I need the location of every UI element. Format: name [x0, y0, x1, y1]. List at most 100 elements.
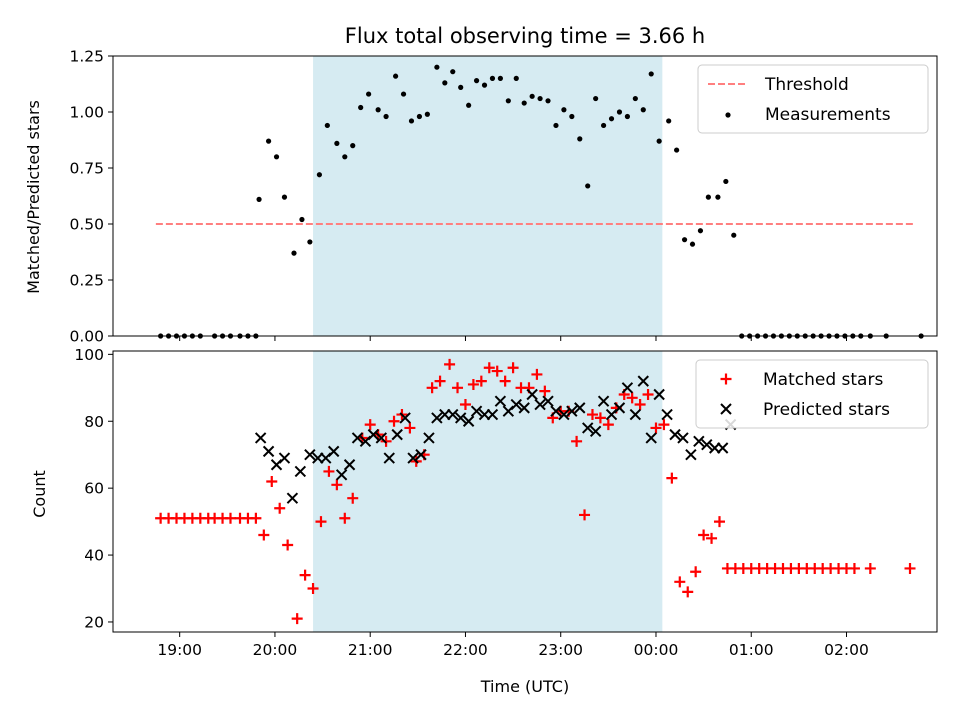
x-axis-label: Time (UTC) [480, 677, 569, 696]
matched-star-point [444, 358, 456, 370]
predicted-star-point [343, 459, 356, 471]
legend-threshold-label: Threshold [764, 75, 849, 95]
x-tick-label: 23:00 [538, 641, 583, 659]
chart-title: Flux total observing time = 3.66 h [345, 24, 705, 48]
predicted-star-point [645, 432, 657, 444]
matched-star-point [698, 529, 710, 541]
matched-star-point [690, 566, 702, 578]
top-legend-box [697, 64, 929, 134]
measurement-point [585, 183, 591, 189]
predicted-star-point [462, 415, 475, 427]
matched-star-point [339, 512, 351, 524]
measurement-point [366, 91, 372, 97]
measurement-point [281, 194, 288, 200]
measurement-point [648, 71, 654, 77]
matched-star-point [364, 419, 376, 431]
predicted-star-point [327, 445, 340, 458]
measurement-point [273, 154, 280, 160]
matched-star-point [224, 512, 236, 524]
matched-star-point [266, 475, 278, 487]
measurement-point [545, 98, 551, 104]
measurement-point [307, 239, 313, 245]
matched-star-point [650, 422, 662, 434]
matched-star-point [282, 539, 294, 551]
measurement-point [265, 138, 272, 144]
matched-star-point [682, 586, 694, 598]
x-tick-label: 19:00 [157, 641, 202, 659]
predicted-star-point [391, 428, 403, 441]
predicted-star-point [407, 452, 419, 464]
predicted-star-point [399, 412, 411, 424]
bottom-legend: Matched stars Predicted stars [695, 359, 929, 429]
matched-star-point [642, 388, 654, 400]
x-tick-label: 20:00 [253, 641, 298, 659]
matched-star-point [434, 375, 446, 387]
measurement-point [358, 104, 364, 111]
matched-star-point [475, 375, 487, 387]
top-legend: Threshold Measurements [697, 64, 929, 134]
legend-predicted-label: Predicted stars [763, 400, 890, 420]
legend-matched-label: Matched stars [763, 370, 883, 390]
legend-measurements-swatch [725, 112, 731, 118]
bottom-y-tick-label: 40 [84, 547, 104, 565]
measurement-point [577, 136, 583, 142]
top-panel: 0.00 0.25 0.50 0.75 1.00 1.25 Threshold Measure… [69, 48, 938, 346]
predicted-star-point [304, 448, 316, 461]
measurement-point [640, 107, 646, 113]
x-tick-label: 00:00 [634, 641, 679, 659]
measurement-point [481, 82, 488, 88]
bottom-axes-frame [112, 350, 938, 633]
matched-star-point [586, 409, 598, 421]
matched-star-point [491, 365, 503, 377]
measurement-point [299, 216, 305, 223]
matched-star-point [467, 378, 479, 390]
bottom-y-tick-label: 20 [84, 613, 104, 631]
measurement-point [608, 116, 615, 122]
predicted-star-point [423, 432, 435, 444]
matched-star-point [274, 502, 286, 514]
measurement-point [593, 95, 599, 102]
top-y-tick-label: 0.75 [69, 160, 104, 178]
matched-star-point [404, 422, 416, 434]
measurement-point [715, 194, 721, 200]
predicted-star-point [542, 395, 554, 407]
measurement-point [342, 154, 348, 160]
measurement-point [489, 75, 496, 81]
measurement-point [600, 122, 607, 129]
predicted-star-point [335, 469, 348, 481]
measurement-point [537, 95, 543, 102]
predicted-star-point [415, 448, 427, 461]
top-y-tick-label: 0.25 [69, 272, 104, 290]
measurement-point [291, 250, 297, 256]
matched-star-point [380, 435, 392, 447]
measurement-point [442, 80, 448, 86]
predicted-star-point [669, 428, 681, 441]
predicted-star-point [550, 405, 562, 417]
matched-star-point [291, 613, 303, 625]
predicted-star-point [286, 492, 299, 504]
legend-measurements-label: Measurements [765, 105, 891, 125]
matched-star-point [571, 435, 583, 447]
predicted-star-point [613, 402, 626, 414]
x-tick-label: 01:00 [729, 641, 774, 659]
bottom-y-tick-label: 60 [84, 480, 104, 498]
measurement-point [529, 93, 535, 99]
matched-star-point [507, 362, 519, 374]
predicted-star-point [375, 432, 388, 444]
matched-star-point [674, 576, 686, 588]
predicted-star-point [589, 425, 602, 437]
matched-star-point [713, 516, 725, 528]
matched-star-point [602, 419, 614, 431]
measurement-point [521, 100, 527, 106]
matched-star-point [864, 562, 876, 574]
measurement-point [561, 107, 567, 113]
x-tick-label: 21:00 [348, 641, 393, 659]
measurement-point [705, 194, 711, 200]
matched-star-point [258, 529, 270, 541]
measurement-point [656, 138, 662, 144]
measurement-point [473, 78, 480, 84]
matched-star-point [531, 368, 543, 380]
matched-star-point [323, 465, 335, 477]
matched-star-point [626, 392, 638, 404]
